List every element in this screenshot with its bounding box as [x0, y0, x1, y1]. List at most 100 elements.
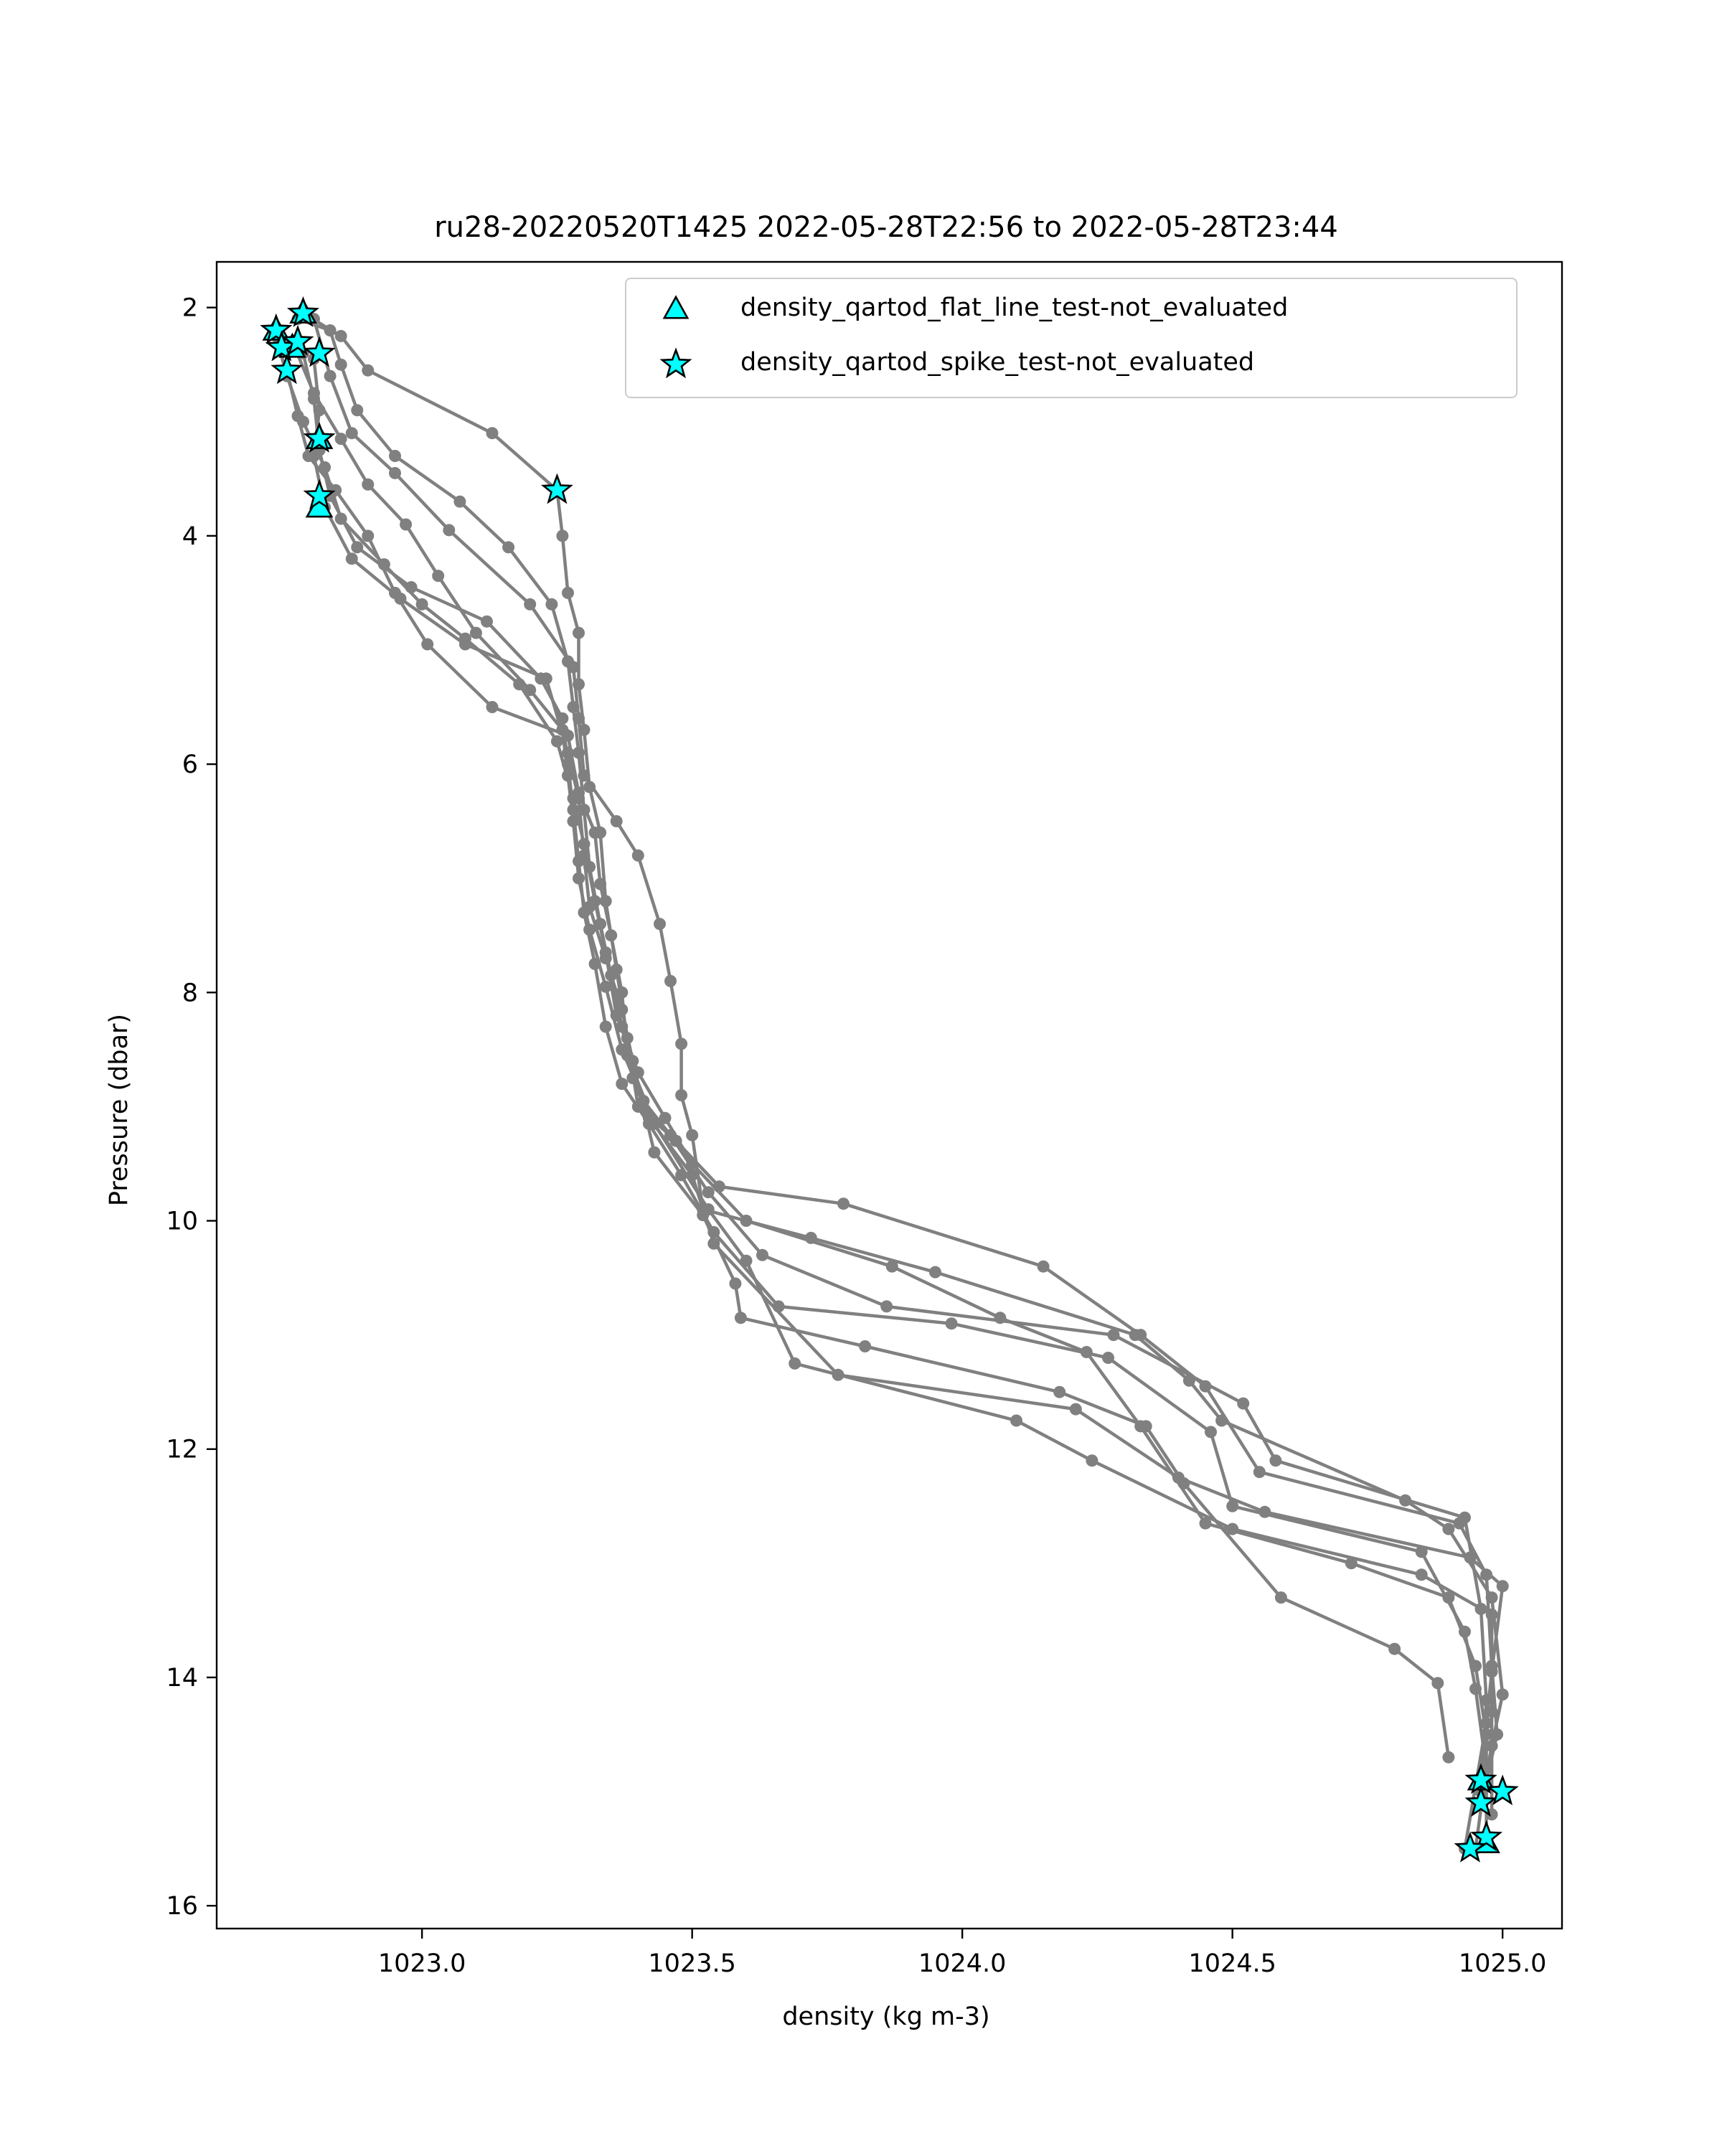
profile-point	[389, 450, 401, 462]
profile-point	[400, 518, 413, 531]
profile-point	[740, 1215, 753, 1227]
x-tick-label: 1024.5	[1188, 1949, 1276, 1978]
profile-point	[351, 541, 364, 554]
profile-point	[1274, 1591, 1287, 1604]
profile-point	[675, 1089, 688, 1101]
spike-flag-marker	[303, 479, 336, 510]
legend-entry-spike: density_qartod_spike_test-not_evaluated	[659, 347, 1254, 379]
profile-point	[583, 860, 596, 873]
legend-label-flat-line: density_qartod_flat_line_test-not_evalua…	[740, 293, 1288, 322]
profile-point	[329, 484, 342, 496]
profile-point	[573, 746, 585, 759]
profile-point	[524, 684, 537, 697]
profile-point	[562, 586, 574, 599]
profile-point	[545, 598, 558, 611]
profile-point	[1464, 1551, 1477, 1564]
profile-point	[486, 427, 499, 440]
profile-point	[389, 466, 401, 479]
spike-flag-marker	[270, 353, 304, 385]
profile-point	[605, 929, 618, 942]
profile-point	[631, 849, 644, 862]
y-tick-label: 14	[166, 1664, 198, 1693]
y-tick-label: 10	[166, 1208, 198, 1236]
profile-point	[1226, 1500, 1239, 1512]
profile-point	[453, 495, 466, 508]
legend: density_qartod_flat_line_test-not_evalua…	[625, 278, 1518, 398]
profile-point	[610, 815, 623, 828]
y-axis-label: Pressure (dbar)	[105, 1014, 133, 1206]
profile-point	[880, 1300, 893, 1313]
profile-series-1	[308, 313, 1509, 1809]
profile-point	[1442, 1522, 1455, 1535]
profile-series-4	[297, 347, 1493, 1855]
profile-point	[421, 638, 434, 651]
profile-point	[291, 410, 304, 423]
spike-flag-marker	[1470, 1820, 1503, 1851]
profile-point	[1496, 1688, 1509, 1701]
profile-point	[540, 672, 552, 685]
profile-point	[567, 701, 580, 713]
profile-point	[1237, 1397, 1250, 1410]
profile-point	[1258, 1505, 1271, 1518]
profile-point	[362, 364, 375, 377]
profile-point	[756, 1248, 768, 1261]
profile-point	[659, 1111, 672, 1124]
profile-point	[502, 541, 515, 554]
profile-point	[588, 827, 601, 839]
legend-star-marker	[659, 347, 692, 379]
profile-point	[351, 404, 364, 417]
profile-point	[945, 1317, 958, 1330]
x-axis-ticks: 1023.0 1023.5 1024.0 1024.5 1025.0	[378, 1929, 1546, 1978]
profile-point	[1107, 1329, 1120, 1342]
profile-point	[313, 404, 326, 417]
profile-point	[1139, 1420, 1152, 1433]
profile-point	[362, 529, 375, 542]
profile-point	[389, 586, 401, 599]
profile-point	[594, 918, 607, 931]
spike-flag-marker	[303, 336, 336, 367]
profile-point	[832, 1368, 844, 1381]
profile-point	[1345, 1557, 1358, 1570]
plot-frame	[215, 260, 1563, 1930]
spike-flag-marker	[286, 296, 320, 327]
x-axis-label: density (kg m-3)	[782, 2002, 989, 2031]
profile-point	[1199, 1517, 1212, 1530]
spike-flag-markers	[260, 296, 1519, 1863]
profile-point	[664, 1129, 677, 1141]
profile-point	[616, 986, 629, 999]
profile-point	[334, 433, 347, 446]
profile-point	[1226, 1522, 1239, 1535]
profile-point	[486, 701, 499, 713]
profile-point	[1215, 1414, 1228, 1427]
profile-point	[702, 1186, 715, 1199]
y-tick-label: 2	[182, 294, 198, 323]
profile-point	[686, 1129, 699, 1141]
profile-point	[616, 1020, 629, 1033]
profile-point	[642, 1111, 655, 1124]
profile-point	[405, 581, 418, 593]
spike-flag-marker	[281, 324, 314, 356]
spike-flag-marker	[540, 473, 573, 504]
y-tick-label: 12	[166, 1436, 198, 1464]
profile-point	[1172, 1472, 1185, 1484]
profile-point	[524, 598, 537, 611]
chart-title: ru28-20220520T1425 2022-05-28T22:56 to 2…	[434, 211, 1338, 244]
profile-point	[1485, 1665, 1498, 1678]
profile-point	[654, 918, 666, 931]
profile-point	[616, 1078, 629, 1091]
profile-point	[1129, 1329, 1142, 1342]
x-tick-label: 1023.5	[648, 1949, 735, 1978]
profile-point	[664, 974, 677, 987]
profile-point	[707, 1237, 720, 1250]
profile-point	[578, 804, 591, 816]
profile-point	[1269, 1454, 1282, 1467]
profile-point	[1485, 1608, 1498, 1621]
x-tick-label: 1023.0	[378, 1949, 466, 1978]
profile-point	[562, 729, 574, 742]
profile-point	[648, 1146, 661, 1159]
profile-point	[345, 427, 358, 440]
profile-point	[686, 1169, 699, 1182]
profile-point	[1496, 1580, 1509, 1593]
spike-flag-marker	[260, 313, 293, 344]
profile-point	[734, 1312, 747, 1324]
